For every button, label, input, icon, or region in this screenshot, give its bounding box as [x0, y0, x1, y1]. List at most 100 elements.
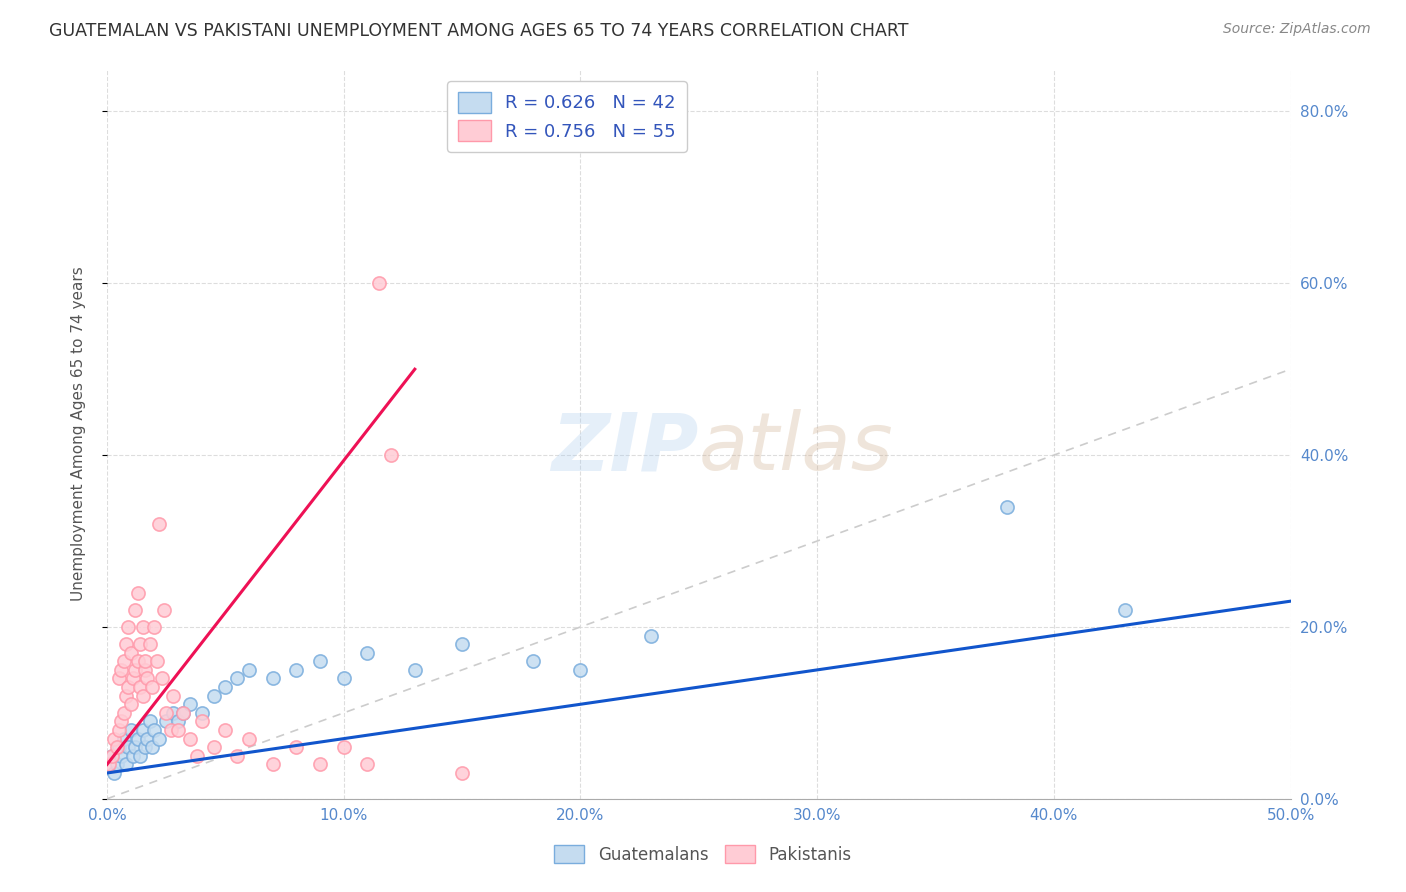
- Point: [124, 740, 146, 755]
- Point: [117, 740, 139, 755]
- Point: [138, 637, 160, 651]
- Point: [129, 637, 152, 651]
- Point: [124, 663, 146, 677]
- Point: [143, 723, 166, 737]
- Point: [309, 654, 332, 668]
- Point: [190, 714, 212, 729]
- Legend: Guatemalans, Pakistanis: Guatemalans, Pakistanis: [548, 838, 858, 871]
- Point: [105, 757, 128, 772]
- Point: [186, 748, 208, 763]
- Point: [117, 620, 139, 634]
- Point: [356, 757, 378, 772]
- Point: [115, 757, 138, 772]
- Point: [110, 663, 132, 677]
- Point: [153, 603, 176, 617]
- Point: [356, 646, 378, 660]
- Point: [138, 714, 160, 729]
- Point: [155, 706, 177, 720]
- Point: [333, 672, 356, 686]
- Point: [569, 663, 592, 677]
- Point: [226, 748, 249, 763]
- Point: [262, 672, 284, 686]
- Point: [127, 654, 149, 668]
- Text: GUATEMALAN VS PAKISTANI UNEMPLOYMENT AMONG AGES 65 TO 74 YEARS CORRELATION CHART: GUATEMALAN VS PAKISTANI UNEMPLOYMENT AMO…: [49, 22, 908, 40]
- Point: [309, 757, 332, 772]
- Point: [117, 680, 139, 694]
- Point: [112, 706, 135, 720]
- Point: [103, 766, 125, 780]
- Point: [115, 637, 138, 651]
- Point: [148, 731, 170, 746]
- Point: [172, 706, 194, 720]
- Point: [202, 689, 225, 703]
- Point: [120, 723, 142, 737]
- Point: [120, 698, 142, 712]
- Point: [285, 663, 308, 677]
- Point: [134, 654, 156, 668]
- Point: [451, 637, 474, 651]
- Point: [238, 663, 260, 677]
- Point: [150, 672, 173, 686]
- Point: [404, 663, 426, 677]
- Point: [148, 516, 170, 531]
- Point: [179, 698, 201, 712]
- Legend: R = 0.626   N = 42, R = 0.756   N = 55: R = 0.626 N = 42, R = 0.756 N = 55: [447, 81, 686, 152]
- Point: [110, 748, 132, 763]
- Y-axis label: Unemployment Among Ages 65 to 74 years: Unemployment Among Ages 65 to 74 years: [72, 267, 86, 601]
- Point: [129, 680, 152, 694]
- Point: [172, 706, 194, 720]
- Point: [995, 500, 1018, 514]
- Point: [134, 740, 156, 755]
- Point: [122, 748, 145, 763]
- Point: [368, 277, 391, 291]
- Point: [333, 740, 356, 755]
- Point: [190, 706, 212, 720]
- Point: [167, 714, 190, 729]
- Point: [129, 748, 152, 763]
- Point: [127, 731, 149, 746]
- Point: [112, 654, 135, 668]
- Point: [98, 757, 121, 772]
- Point: [451, 766, 474, 780]
- Point: [380, 448, 402, 462]
- Point: [141, 680, 163, 694]
- Point: [162, 689, 184, 703]
- Point: [110, 714, 132, 729]
- Point: [108, 672, 131, 686]
- Point: [522, 654, 544, 668]
- Point: [179, 731, 201, 746]
- Point: [136, 731, 159, 746]
- Point: [105, 740, 128, 755]
- Point: [226, 672, 249, 686]
- Text: Source: ZipAtlas.com: Source: ZipAtlas.com: [1223, 22, 1371, 37]
- Point: [115, 689, 138, 703]
- Point: [136, 672, 159, 686]
- Point: [134, 663, 156, 677]
- Point: [214, 680, 236, 694]
- Point: [122, 672, 145, 686]
- Point: [155, 714, 177, 729]
- Point: [1114, 603, 1136, 617]
- Point: [143, 620, 166, 634]
- Point: [112, 731, 135, 746]
- Point: [202, 740, 225, 755]
- Point: [131, 689, 153, 703]
- Text: atlas: atlas: [699, 409, 894, 487]
- Point: [162, 706, 184, 720]
- Point: [167, 723, 190, 737]
- Point: [141, 740, 163, 755]
- Point: [640, 628, 662, 642]
- Point: [103, 731, 125, 746]
- Point: [127, 585, 149, 599]
- Point: [214, 723, 236, 737]
- Point: [285, 740, 308, 755]
- Point: [120, 646, 142, 660]
- Point: [108, 723, 131, 737]
- Text: ZIP: ZIP: [551, 409, 699, 487]
- Point: [131, 620, 153, 634]
- Point: [108, 740, 131, 755]
- Point: [124, 603, 146, 617]
- Point: [101, 748, 124, 763]
- Point: [101, 748, 124, 763]
- Point: [262, 757, 284, 772]
